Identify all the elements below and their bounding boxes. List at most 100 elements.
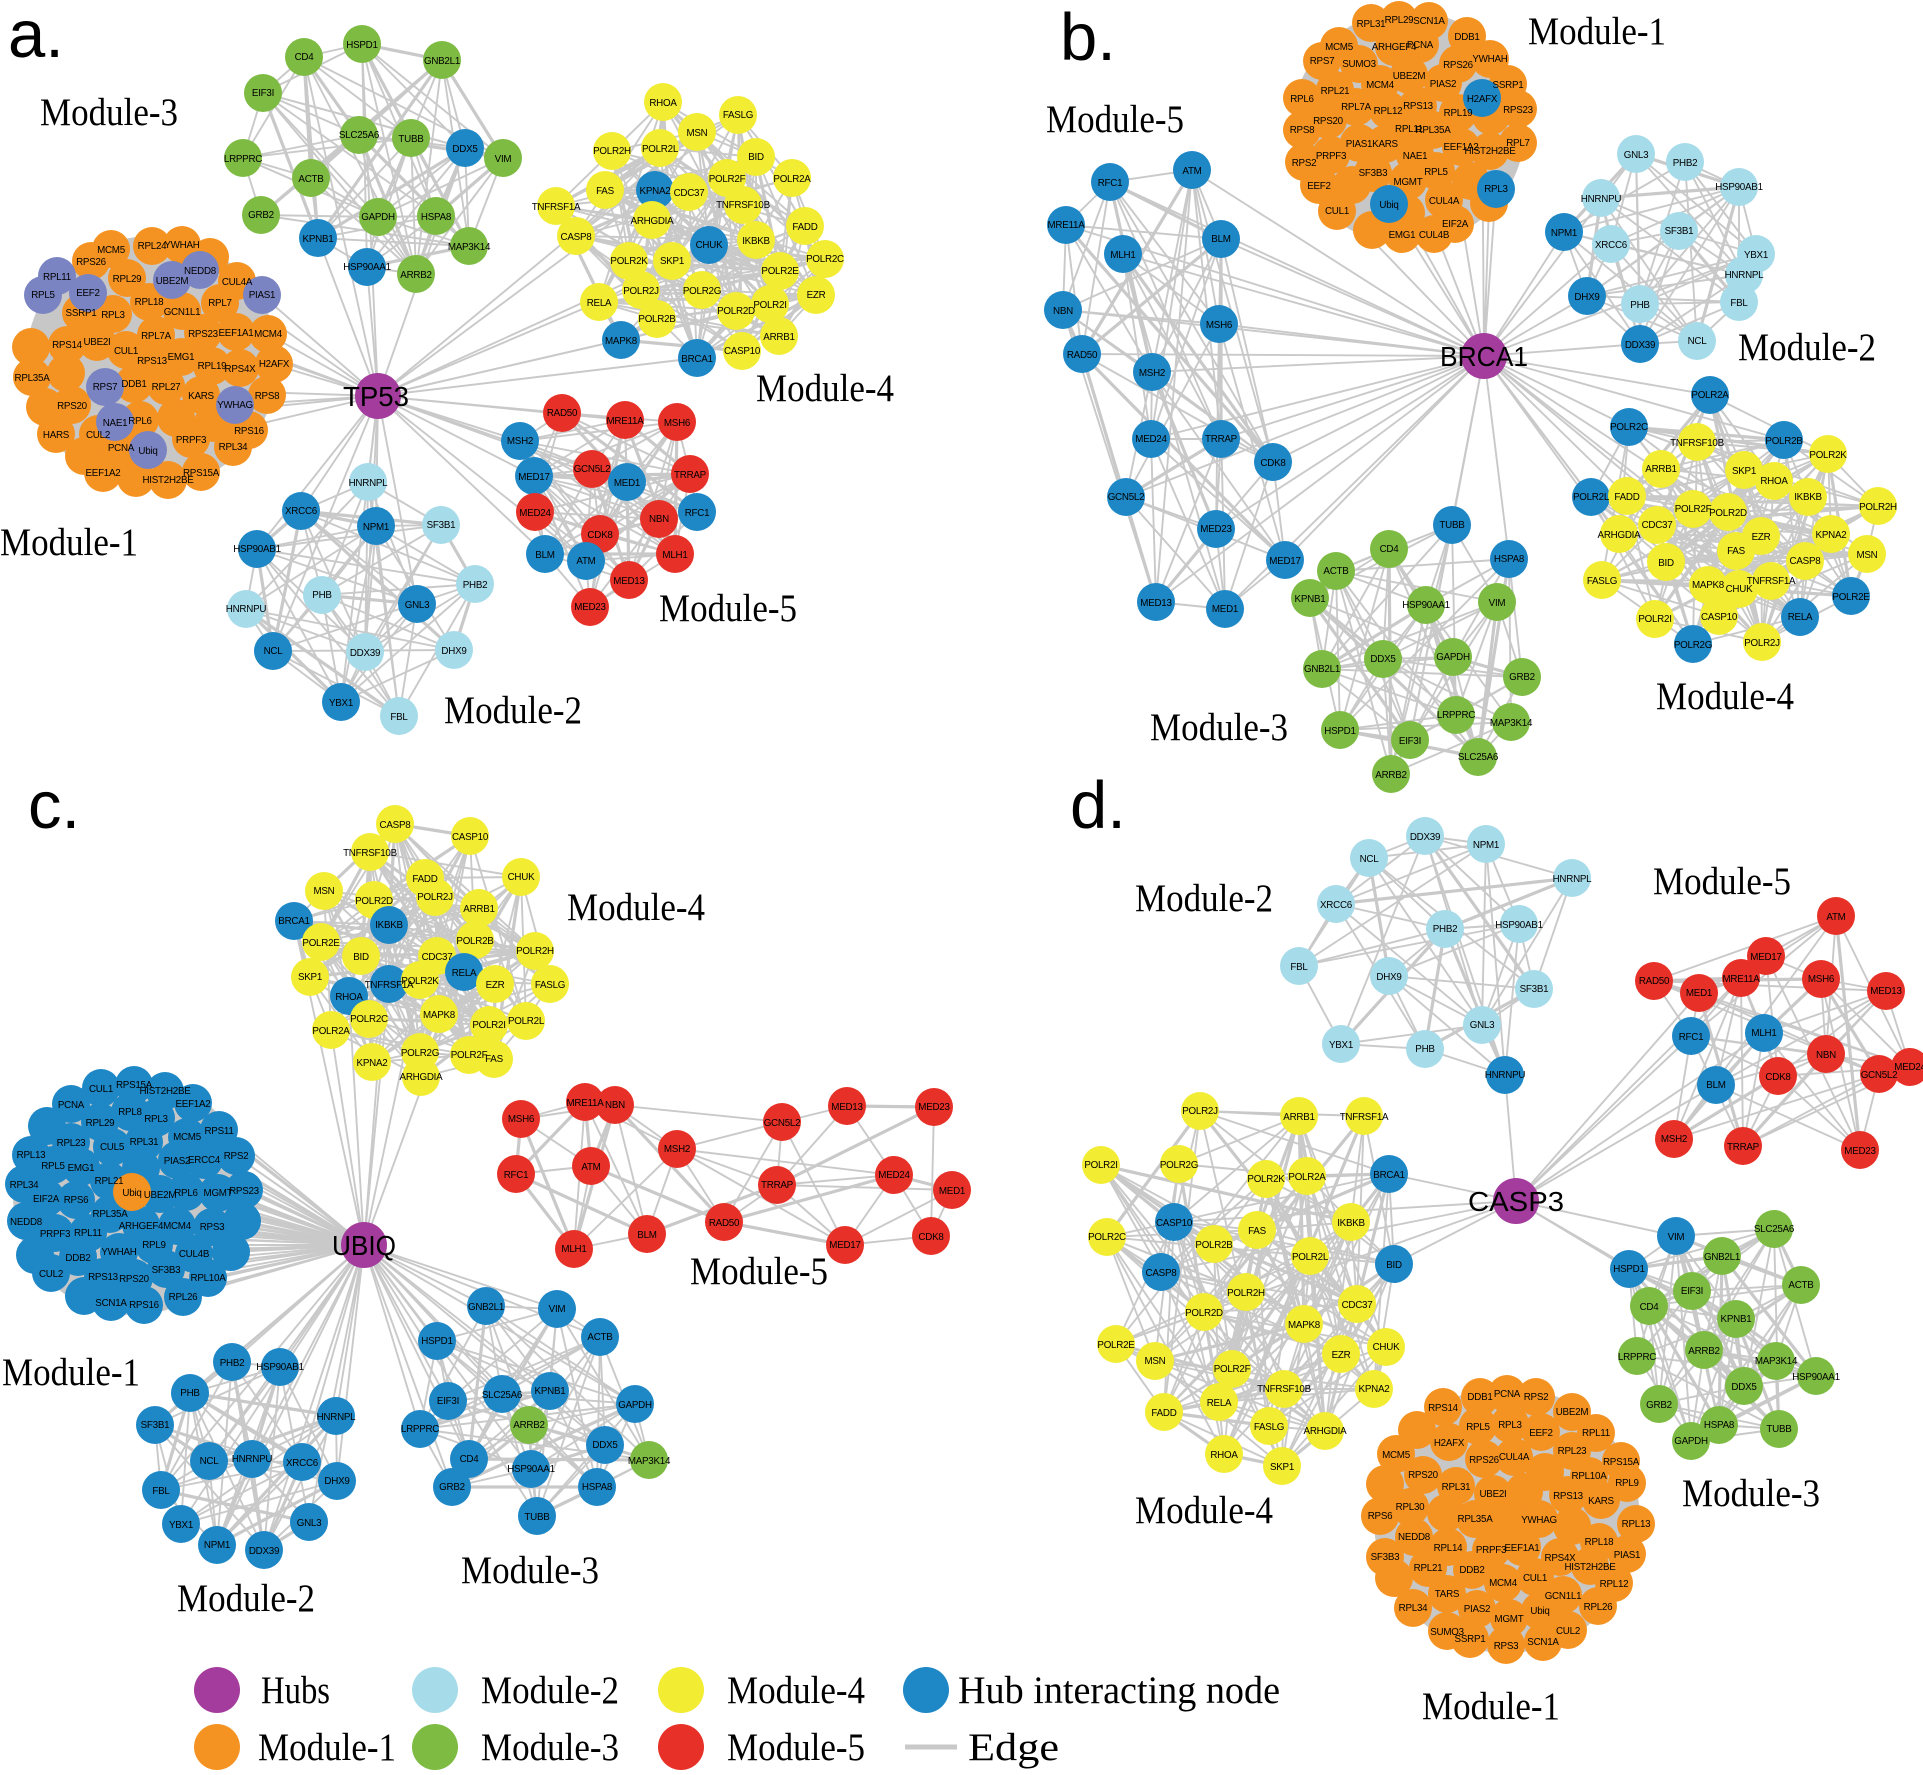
svg-text:EZR: EZR: [1752, 532, 1771, 543]
svg-text:MAP3K14: MAP3K14: [628, 1456, 671, 1467]
svg-text:FBL: FBL: [152, 1486, 170, 1497]
svg-text:PIAS2: PIAS2: [1430, 79, 1457, 90]
svg-text:Module-4: Module-4: [1656, 675, 1794, 718]
svg-text:GRB2: GRB2: [1509, 672, 1535, 683]
svg-text:RPL13: RPL13: [1622, 1519, 1652, 1530]
svg-text:PCNA: PCNA: [1494, 1389, 1521, 1400]
svg-text:Module-1: Module-1: [258, 1726, 396, 1769]
svg-text:DDX39: DDX39: [1410, 832, 1440, 843]
svg-text:ARRB2: ARRB2: [513, 1420, 544, 1431]
svg-text:CDC37: CDC37: [422, 952, 453, 963]
svg-text:EMG1: EMG1: [68, 1163, 95, 1174]
svg-text:ACTB: ACTB: [1323, 566, 1349, 577]
svg-text:NEDD8: NEDD8: [10, 1217, 43, 1228]
svg-text:MSH6: MSH6: [1206, 320, 1233, 331]
svg-text:CASP8: CASP8: [1146, 1268, 1178, 1279]
svg-text:ARRB2: ARRB2: [1688, 1346, 1719, 1357]
svg-text:POLR2D: POLR2D: [717, 306, 755, 317]
svg-text:CHUK: CHUK: [508, 872, 535, 883]
svg-text:MCM4: MCM4: [1366, 80, 1395, 91]
svg-text:BRCA1: BRCA1: [278, 916, 309, 927]
svg-text:ARRB2: ARRB2: [1375, 770, 1406, 781]
svg-text:DDX5: DDX5: [592, 1440, 618, 1451]
svg-text:PIAS2: PIAS2: [164, 1156, 191, 1167]
svg-text:RPS16: RPS16: [234, 426, 265, 437]
svg-text:Module-2: Module-2: [1738, 326, 1876, 369]
svg-text:PHB: PHB: [180, 1388, 200, 1399]
svg-text:LRPPRC: LRPPRC: [1437, 710, 1475, 721]
svg-text:RPL35A: RPL35A: [93, 1209, 129, 1220]
svg-text:RPL21: RPL21: [1414, 1563, 1443, 1574]
svg-text:MCM4: MCM4: [1489, 1578, 1518, 1589]
svg-text:HNRNPU: HNRNPU: [1485, 1070, 1526, 1081]
svg-text:RFC1: RFC1: [1679, 1032, 1704, 1043]
svg-text:SSRP1: SSRP1: [1455, 1634, 1486, 1645]
svg-text:HSP90AA1: HSP90AA1: [1792, 1372, 1840, 1383]
svg-text:MAPK8: MAPK8: [605, 336, 638, 347]
svg-text:TNFRSF1A: TNFRSF1A: [1340, 1112, 1389, 1123]
svg-text:POLR2A: POLR2A: [312, 1026, 350, 1037]
svg-text:Ubiq: Ubiq: [138, 446, 157, 457]
svg-text:MED23: MED23: [1844, 1146, 1876, 1157]
svg-text:MCM4: MCM4: [254, 329, 283, 340]
svg-text:HSPA8: HSPA8: [1704, 1420, 1735, 1431]
svg-text:Module-1: Module-1: [1528, 10, 1666, 53]
svg-text:DHX9: DHX9: [324, 1476, 349, 1487]
svg-text:POLR2C: POLR2C: [1610, 422, 1648, 433]
svg-text:SLC25A6: SLC25A6: [339, 130, 380, 141]
svg-text:EEF1A2: EEF1A2: [176, 1099, 211, 1110]
svg-text:KARS: KARS: [1588, 1496, 1614, 1507]
svg-text:RPS26: RPS26: [1469, 1455, 1500, 1466]
svg-text:RPS11: RPS11: [204, 1126, 233, 1137]
svg-text:CD4: CD4: [1380, 544, 1400, 555]
svg-text:RPL9: RPL9: [1615, 1478, 1639, 1489]
svg-text:DDB1: DDB1: [1454, 32, 1479, 43]
svg-text:YBX1: YBX1: [169, 1520, 193, 1531]
svg-text:RPL34: RPL34: [1399, 1603, 1429, 1614]
svg-text:POLR2D: POLR2D: [355, 896, 393, 907]
svg-text:Ubiq: Ubiq: [122, 1188, 141, 1199]
svg-text:SLC25A6: SLC25A6: [1458, 752, 1499, 763]
svg-text:SF3B1: SF3B1: [1665, 226, 1694, 237]
svg-text:POLR2F: POLR2F: [1675, 504, 1712, 515]
svg-text:SSRP1: SSRP1: [66, 308, 97, 319]
svg-text:GAPDH: GAPDH: [361, 212, 395, 223]
svg-text:CUL2: CUL2: [86, 430, 110, 441]
svg-text:NAE1: NAE1: [1403, 151, 1428, 162]
svg-text:MED1: MED1: [614, 478, 640, 489]
svg-text:FADD: FADD: [412, 874, 437, 885]
svg-text:Module-3: Module-3: [481, 1726, 619, 1769]
svg-text:HSP90AB1: HSP90AB1: [1495, 920, 1543, 931]
svg-text:MRE11A: MRE11A: [1723, 974, 1761, 985]
svg-text:Module-4: Module-4: [567, 886, 705, 929]
svg-text:RPS15A: RPS15A: [116, 1080, 153, 1091]
svg-text:POLR2F: POLR2F: [709, 174, 746, 185]
svg-text:DHX9: DHX9: [1574, 292, 1599, 303]
svg-text:NAE1: NAE1: [103, 418, 128, 429]
svg-text:ERCC4: ERCC4: [188, 1155, 221, 1166]
svg-text:RHOA: RHOA: [1760, 476, 1788, 487]
svg-text:FADD: FADD: [1614, 492, 1639, 503]
svg-text:YWHAH: YWHAH: [101, 1247, 136, 1258]
svg-text:FAS: FAS: [596, 186, 614, 197]
svg-text:CASP8: CASP8: [561, 232, 593, 243]
svg-text:RPS4X: RPS4X: [1545, 1553, 1577, 1564]
svg-text:RPL35A: RPL35A: [1416, 125, 1452, 136]
svg-text:NCL: NCL: [264, 646, 284, 657]
svg-text:RPL6: RPL6: [1290, 94, 1314, 105]
svg-text:RPL24: RPL24: [138, 241, 168, 252]
svg-text:LRPPRC: LRPPRC: [401, 1424, 439, 1435]
svg-text:TNFRSF1A: TNFRSF1A: [365, 980, 414, 991]
svg-text:FASLG: FASLG: [1587, 576, 1617, 587]
svg-text:SKP1: SKP1: [298, 972, 322, 983]
svg-text:EEF2: EEF2: [1529, 1428, 1553, 1439]
svg-text:FBL: FBL: [390, 712, 408, 723]
svg-text:TP53: TP53: [343, 381, 409, 412]
svg-text:POLR2C: POLR2C: [350, 1014, 388, 1025]
svg-text:HNRNPL: HNRNPL: [317, 1412, 357, 1423]
svg-text:PCNA: PCNA: [1407, 40, 1434, 51]
svg-text:MED17: MED17: [518, 472, 549, 483]
svg-text:MSN: MSN: [686, 128, 707, 139]
svg-text:RPL11: RPL11: [43, 272, 71, 283]
svg-text:CDK8: CDK8: [1765, 1072, 1791, 1083]
